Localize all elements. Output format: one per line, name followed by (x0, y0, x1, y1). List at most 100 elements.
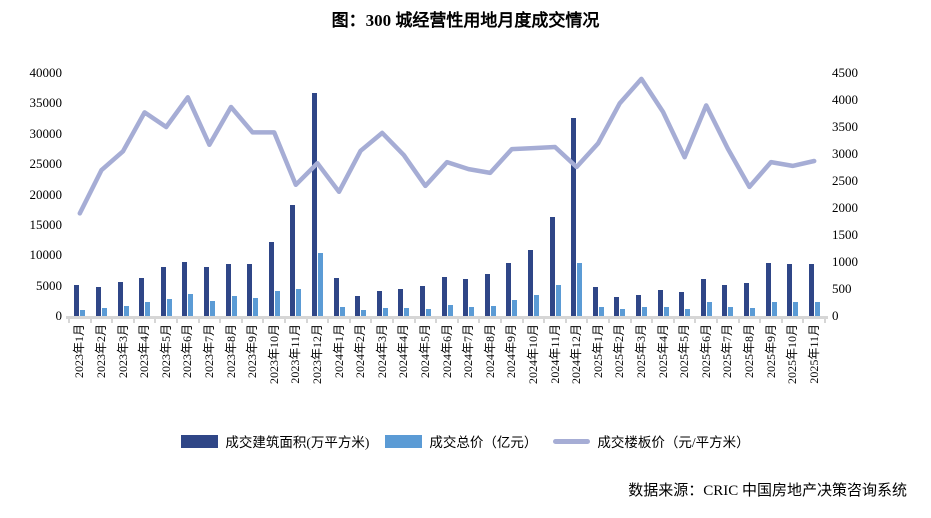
x-axis-tick (500, 316, 502, 323)
x-axis-label: 2024年1月 (331, 324, 346, 379)
x-axis-label: 2023年12月 (309, 324, 324, 385)
bar-building-area (95, 286, 101, 316)
bar-total-price (123, 305, 129, 316)
x-axis-tick (716, 316, 718, 323)
y-axis-right-label: 3000 (832, 146, 858, 161)
bar-building-area (787, 263, 793, 316)
x-axis-tick (154, 316, 157, 323)
bar-building-area (765, 262, 771, 316)
bar-total-price (209, 300, 215, 316)
legend-label-total-price: 成交总价（亿元） (429, 435, 538, 450)
plot-area (66, 73, 828, 323)
y-axis-right-label: 500 (832, 281, 852, 296)
bar-building-area (635, 294, 641, 316)
bar-building-area (398, 289, 404, 316)
bar-total-price (793, 301, 799, 316)
source-note: 数据来源：CRIC 中国房地产决策咨询系统 (628, 483, 907, 499)
bar-total-price (620, 308, 626, 316)
x-axis-label: 2024年7月 (461, 324, 476, 379)
bar-building-area (268, 241, 274, 316)
x-axis-label: 2025年7月 (720, 324, 735, 379)
x-axis-label: 2023年8月 (223, 324, 238, 379)
bar-total-price (490, 305, 496, 316)
legend-item-building-area: 成交建筑面积(万平方米) (181, 431, 369, 451)
bar-total-price (814, 302, 820, 316)
x-axis-tick (478, 316, 481, 323)
x-axis-tick (456, 316, 459, 323)
bar-building-area (808, 264, 814, 316)
x-axis-label: 2025年4月 (655, 324, 670, 379)
bar-total-price (339, 306, 345, 316)
bar-total-price (425, 309, 431, 316)
x-axis-tick (68, 316, 70, 323)
bar-building-area (463, 278, 469, 316)
x-axis-label: 2023年10月 (266, 324, 281, 385)
bar-total-price (80, 309, 86, 316)
x-axis-label: 2024年10月 (525, 324, 540, 385)
floor-price-swatch-icon (553, 438, 591, 444)
x-axis-tick (392, 316, 394, 323)
x-axis-label: 2023年3月 (115, 324, 130, 379)
bar-building-area (571, 117, 577, 316)
x-axis-tick (89, 316, 92, 323)
x-axis-tick (240, 316, 243, 323)
bar-building-area (419, 286, 425, 316)
x-axis-label: 2025年1月 (590, 324, 605, 379)
x-axis-label: 2025年11月 (806, 324, 821, 384)
bar-total-price (663, 307, 669, 316)
bar-total-price (296, 288, 302, 316)
y-axis-right-label: 1000 (832, 254, 858, 269)
y-axis-right-label: 4500 (832, 65, 858, 80)
y-axis-left-label: 10000 (29, 247, 63, 263)
bar-building-area (139, 277, 145, 316)
bar-building-area (506, 263, 512, 316)
bar-building-area (225, 263, 231, 316)
legend: 成交建筑面积(万平方米) 成交总价（亿元） 成交楼板价（元/平方米） (0, 431, 931, 451)
bar-building-area (614, 297, 620, 316)
bar-building-area (700, 278, 706, 316)
x-axis-label: 2023年9月 (245, 324, 260, 379)
bar-building-area (441, 277, 447, 316)
x-axis-tick (197, 316, 200, 323)
y-axis-left-label: 30000 (29, 125, 63, 141)
x-axis-tick (176, 316, 178, 323)
x-axis-tick (564, 316, 567, 323)
x-axis-tick (132, 316, 135, 323)
building-area-swatch-icon (181, 434, 219, 448)
bar-total-price (771, 302, 777, 316)
x-axis-line (66, 316, 828, 319)
y-axis-left-label: 25000 (29, 156, 63, 172)
y-axis-left-label: 0 (55, 308, 63, 323)
bar-building-area (376, 291, 382, 316)
y-axis-right-label: 2000 (832, 200, 858, 215)
bar-total-price (101, 308, 107, 316)
y-axis-left-label: 5000 (36, 277, 62, 293)
bar-building-area (722, 285, 728, 316)
x-axis-label: 2023年4月 (137, 324, 152, 379)
x-axis-tick (521, 316, 524, 323)
bar-total-price (598, 306, 604, 316)
bar-total-price (382, 307, 388, 316)
x-axis-tick (737, 316, 740, 323)
bar-total-price (512, 300, 518, 316)
y-axis-right-label: 3500 (832, 119, 858, 134)
x-axis-tick (608, 316, 610, 323)
x-axis-tick (629, 316, 632, 323)
x-axis-label: 2024年11月 (547, 324, 562, 384)
x-axis-tick (802, 316, 805, 323)
x-axis-label: 2024年4月 (396, 324, 411, 379)
y-axis-left-label: 40000 (29, 65, 63, 80)
bar-building-area (355, 295, 361, 316)
x-axis-tick (824, 316, 826, 323)
bar-total-price (361, 309, 367, 316)
bar-total-price (188, 294, 194, 316)
x-axis-tick (694, 316, 697, 323)
x-axis-tick (413, 316, 416, 323)
legend-item-floor-price: 成交楼板价（元/平方米） (553, 431, 750, 451)
bar-building-area (657, 289, 663, 316)
x-axis-label: 2023年2月 (93, 324, 108, 379)
bar-building-area (592, 286, 598, 316)
x-axis-tick (348, 316, 351, 323)
x-axis-tick (759, 316, 762, 323)
y-axis-left-label: 20000 (29, 186, 63, 202)
